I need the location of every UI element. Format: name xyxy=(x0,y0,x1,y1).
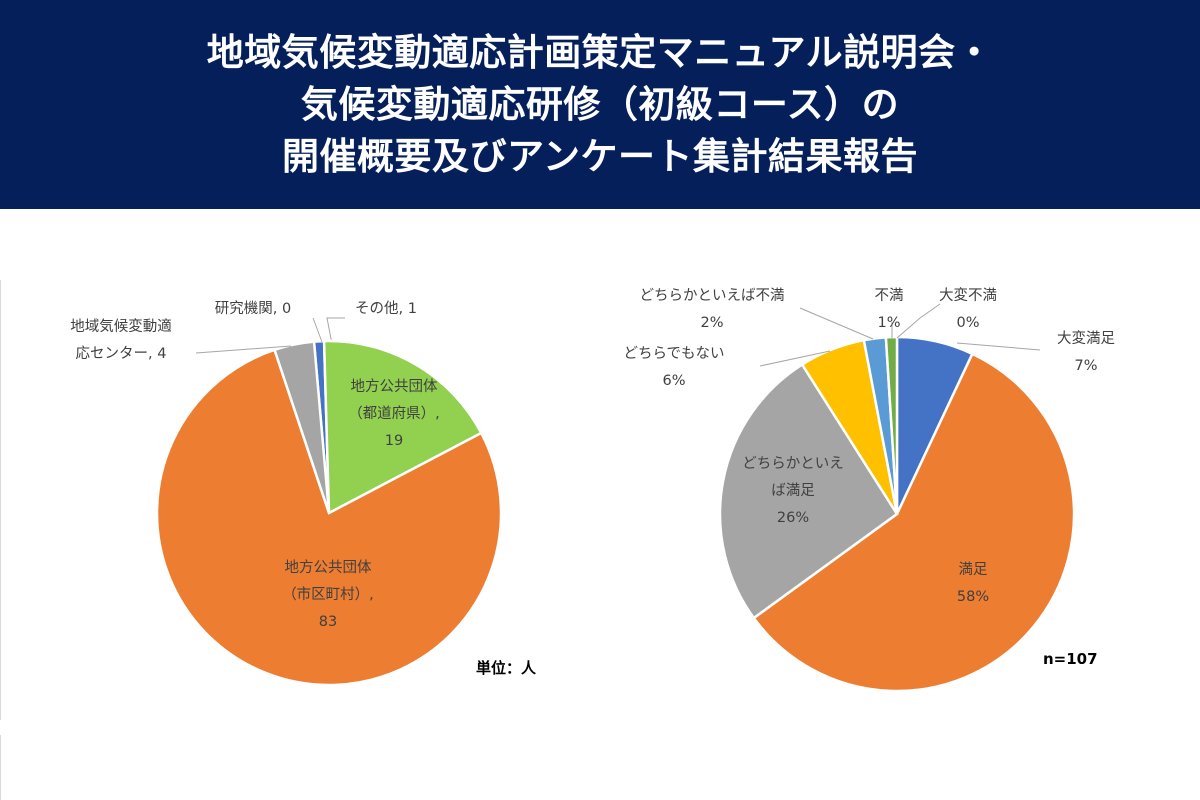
pie-slice xyxy=(718,362,899,620)
data-label: どちらかといえば満足 26% xyxy=(742,455,844,526)
unit-note: 単位：人 xyxy=(476,659,537,677)
pie-slice xyxy=(884,335,899,515)
data-label: 不満 1% xyxy=(875,287,904,331)
title-line-1: 地域気候変動適応計画策定マニュアル説明会・ xyxy=(206,31,994,74)
data-label: 地域気候変動適応センター, 4 xyxy=(70,317,172,362)
frame-border xyxy=(0,280,1,720)
data-label: どちらでもない 6% xyxy=(623,345,724,389)
leader-line xyxy=(195,345,292,354)
title-line-3: 開催概要及びアンケート集計結果報告 xyxy=(281,135,919,178)
title-line-2: 気候変動適応研修（初級コース）の xyxy=(300,83,900,126)
leader-line xyxy=(326,317,345,345)
pie-chart-2: 大変満足 7% 満足 58% どちらかといえば満足 26% どちらでもない 6% どちらかといえ… xyxy=(623,287,1115,693)
frame-border xyxy=(0,735,1,800)
pie-slice xyxy=(322,339,483,516)
data-label: 満足 58% xyxy=(957,561,989,605)
leader-line xyxy=(799,307,874,340)
leader-line xyxy=(896,303,941,339)
leader-line xyxy=(312,317,323,343)
pie-chart-1: その他, 1 地方公共団体（都道府県）, 19 地方公共団体（市区町村）, 83 地域気候… xyxy=(70,300,503,687)
pie-charts: その他, 1 地方公共団体（都道府県）, 19 地方公共団体（市区町村）, 83 地域気候… xyxy=(70,287,1115,693)
leader-line xyxy=(956,342,1041,351)
data-label: その他, 1 xyxy=(355,300,417,317)
data-label: 大変不満 0% xyxy=(939,287,997,331)
data-label: 研究機関, 0 xyxy=(215,300,291,317)
title-banner: 地域気候変動適応計画策定マニュアル説明会・ 気候変動適応研修（初級コース）の 開… xyxy=(0,0,1200,209)
sample-size-note: n=107 xyxy=(1043,650,1098,668)
data-label: 地方公共団体（都道府県）, 19 xyxy=(348,378,440,449)
leader-line xyxy=(759,350,831,367)
data-label: 大変満足 7% xyxy=(1057,330,1115,374)
data-label: どちらかといえば不満 2% xyxy=(640,287,785,331)
pie-slice xyxy=(272,340,331,514)
pie-slice xyxy=(752,352,1076,693)
pie-slice xyxy=(155,348,503,687)
data-label: 地方公共団体（市区町村）, 83 xyxy=(282,559,374,630)
